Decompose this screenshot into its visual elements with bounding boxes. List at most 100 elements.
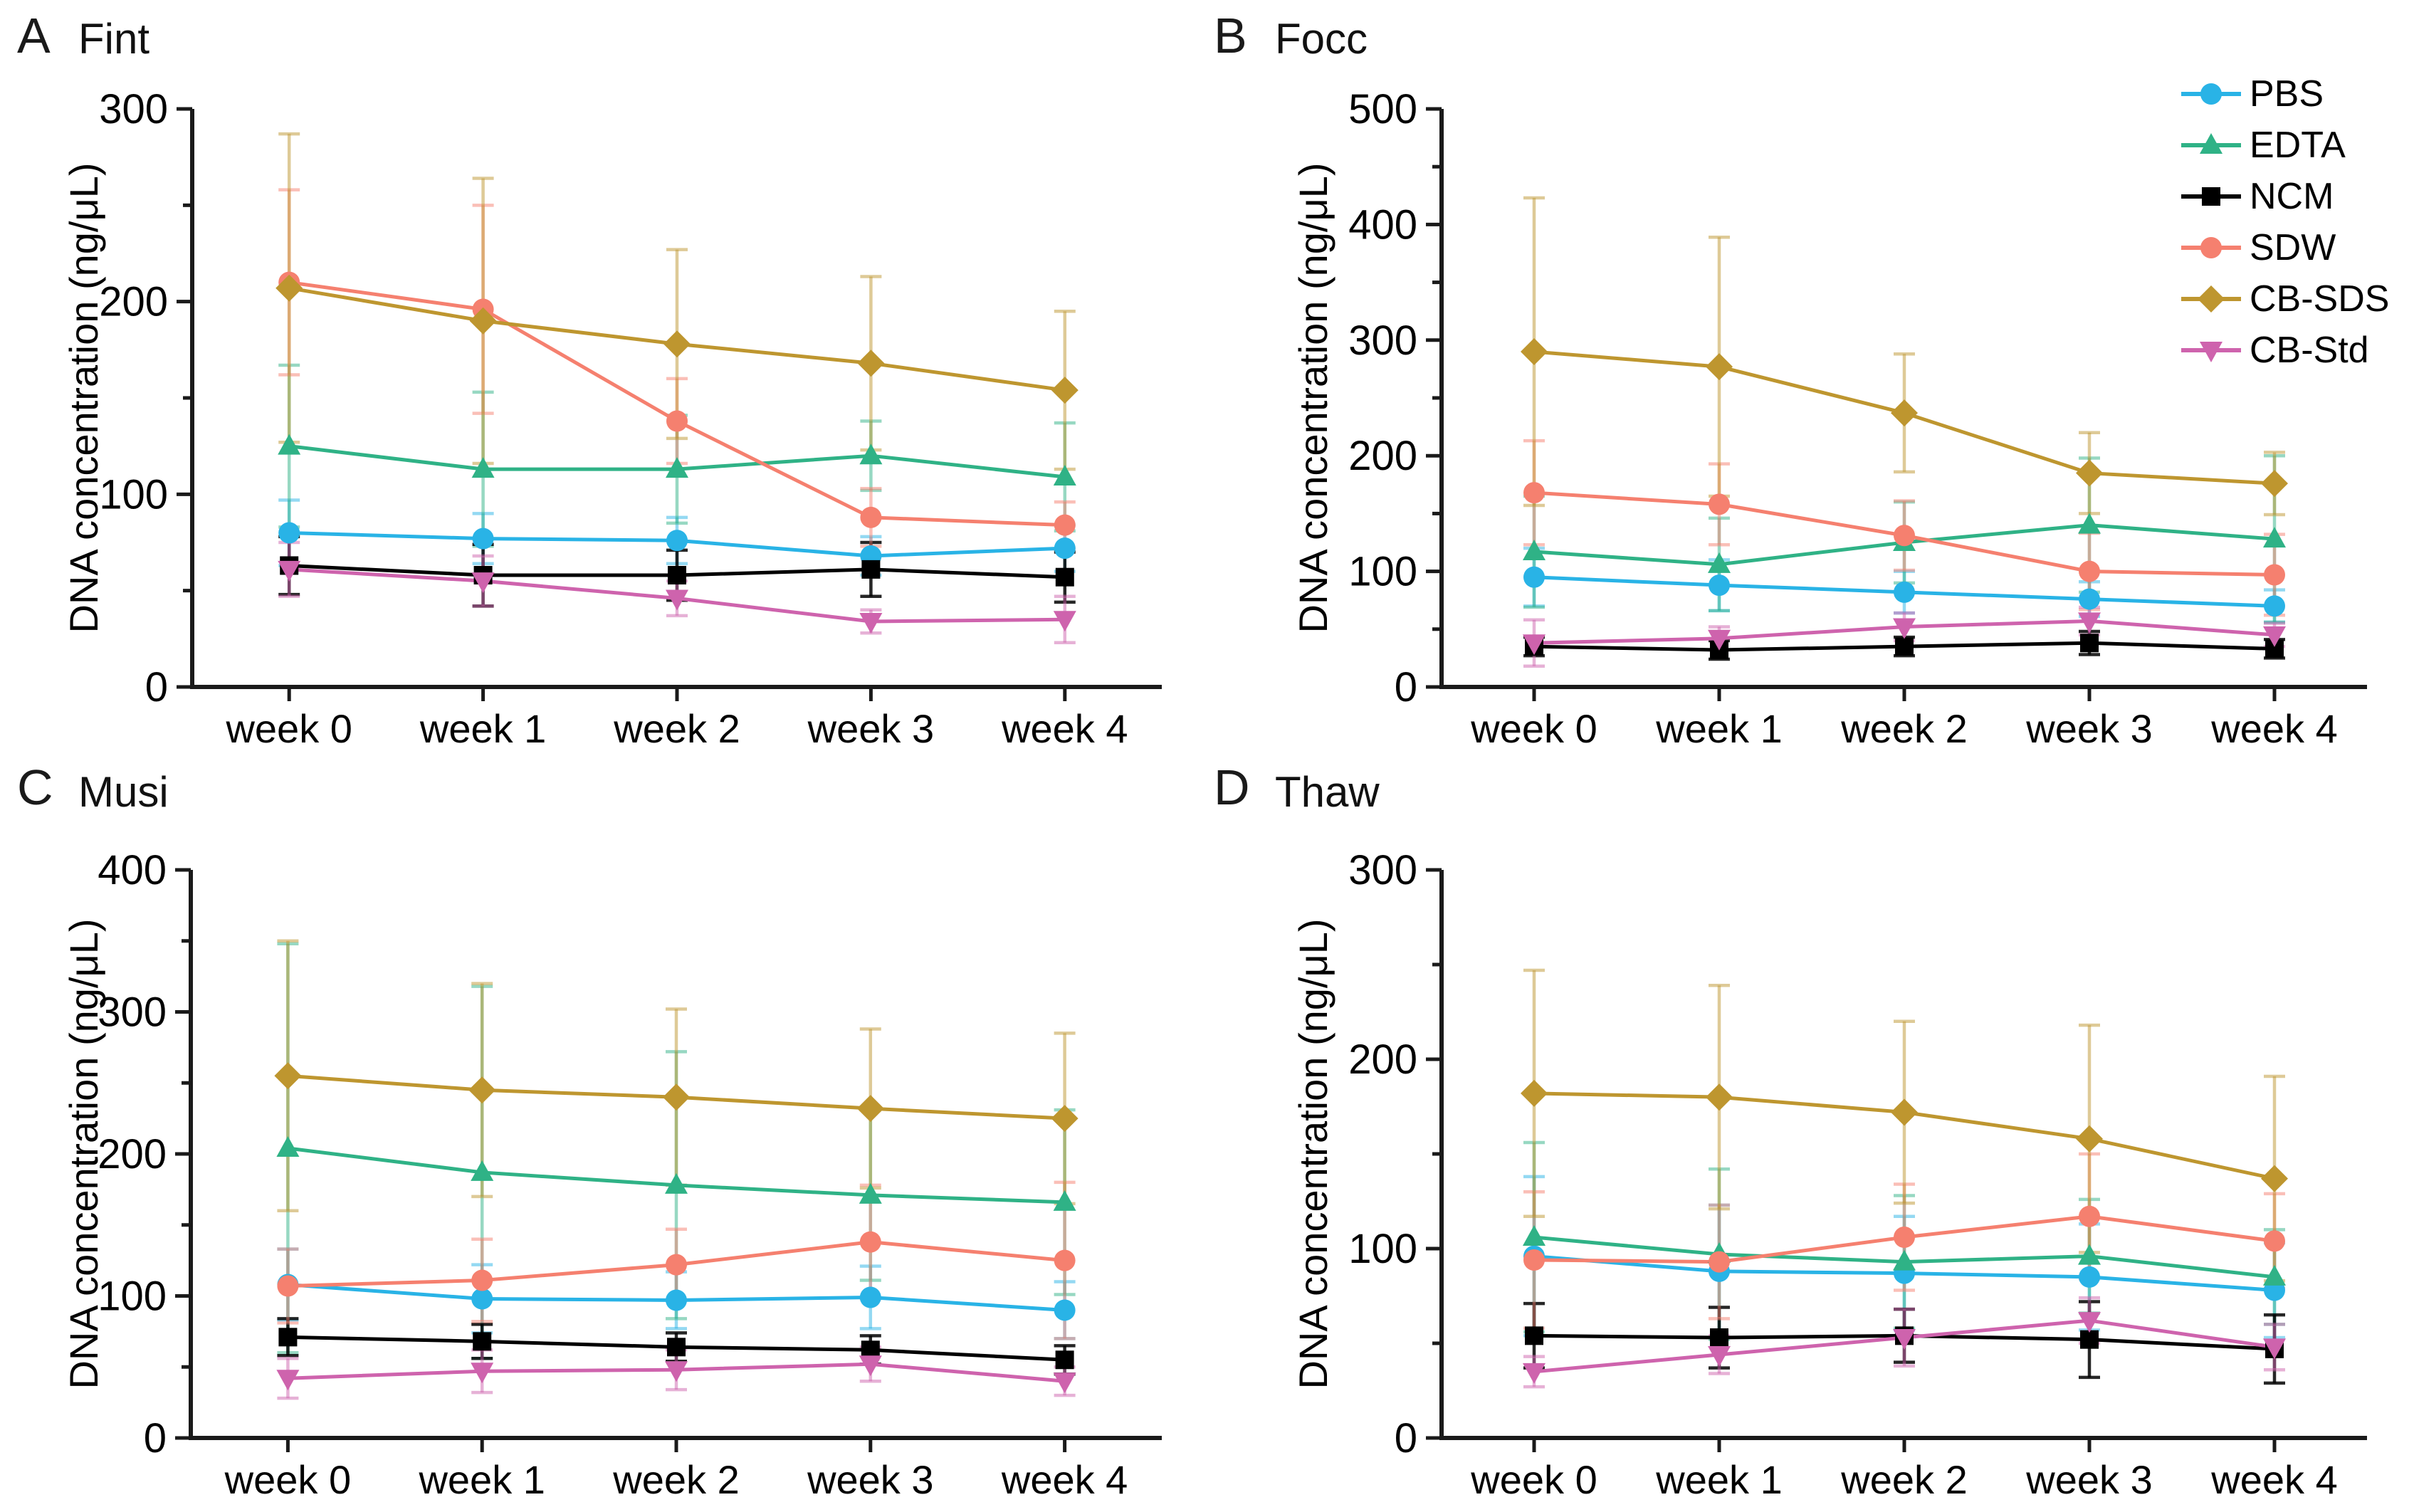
marker-CB-SDS-w0 bbox=[1521, 338, 1548, 366]
marker-SDW-w4 bbox=[2264, 564, 2285, 586]
y-tick-label: 200 bbox=[98, 1131, 167, 1177]
legend-marker-circle-icon bbox=[2181, 237, 2241, 258]
marker-SDW-w0 bbox=[277, 1275, 299, 1297]
marker-NCM-w2 bbox=[668, 566, 686, 585]
x-tick-label: week 2 bbox=[612, 1457, 739, 1502]
x-tick-label: week 1 bbox=[418, 1457, 545, 1502]
x-tick-label: week 0 bbox=[1470, 1457, 1597, 1502]
marker-CB-SDS-w3 bbox=[2076, 1125, 2103, 1153]
x-tick-label: week 1 bbox=[419, 706, 546, 751]
legend-item-PBS: PBS bbox=[2178, 68, 2389, 120]
marker-SDW-w2 bbox=[666, 1254, 687, 1276]
chart-B-plot: 0 100 200 300 400 500 week 0 week 1 week 2 week 3… bbox=[1348, 86, 2367, 751]
marker-CB-SDS-w1 bbox=[468, 1076, 496, 1104]
y-tick-label: 100 bbox=[1348, 1226, 1417, 1272]
marker-CB-SDS-w0 bbox=[274, 1062, 302, 1090]
marker-PBS-w3 bbox=[2079, 588, 2100, 610]
y-tick-label: 300 bbox=[1348, 317, 1417, 364]
legend-glyph-SDW bbox=[2200, 237, 2222, 258]
marker-PBS-w4 bbox=[2264, 595, 2285, 617]
marker-EDTA-w0 bbox=[276, 1136, 300, 1157]
marker-EDTA-w0 bbox=[1523, 539, 1546, 560]
x-tick-label: week 4 bbox=[2210, 706, 2337, 751]
panel-title-musi: Musi bbox=[78, 768, 169, 816]
marker-SDW-w2 bbox=[666, 410, 688, 432]
marker-PBS-w0 bbox=[278, 522, 300, 544]
marker-CB-Std-w2 bbox=[1893, 618, 1916, 639]
legend-glyph-CB-SDS bbox=[2198, 285, 2225, 313]
marker-CB-Std-w4 bbox=[1053, 611, 1076, 632]
legend: PBS EDTA NCM SDW CB-SDS CB-Std bbox=[2178, 68, 2389, 376]
marker-CB-SDS-w1 bbox=[1706, 1083, 1733, 1111]
marker-CB-SDS-w2 bbox=[663, 330, 691, 358]
legend-label: NCM bbox=[2250, 176, 2334, 217]
legend-item-NCM: NCM bbox=[2178, 171, 2389, 222]
marker-EDTA-w2 bbox=[665, 1172, 688, 1194]
marker-PBS-w4 bbox=[1054, 1299, 1076, 1321]
panel-B: B Focc DNA concentration (ng/μL) 0 100 200… bbox=[1207, 0, 2413, 756]
marker-NCM-w2 bbox=[1895, 637, 1914, 656]
legend-marker-diamond-icon bbox=[2181, 285, 2241, 313]
legend-label: PBS bbox=[2250, 73, 2324, 115]
marker-NCM-w3 bbox=[2080, 634, 2099, 653]
marker-PBS-w1 bbox=[471, 1288, 493, 1310]
y-tick-label: 0 bbox=[1395, 664, 1417, 710]
y-tick-label: 100 bbox=[98, 1274, 167, 1320]
marker-CB-Std-w1 bbox=[471, 1363, 494, 1384]
panel-C: C Musi DNA concentration (ng/μL) 0 100 200… bbox=[0, 756, 1207, 1512]
marker-SDW-w1 bbox=[471, 1269, 493, 1291]
chart-D-plot: 0 100 200 300 week 0 week 1 week 2 week 3 week 4 bbox=[1348, 847, 2367, 1502]
marker-CB-Std-w2 bbox=[1893, 1329, 1916, 1350]
marker-CB-Std-w3 bbox=[2078, 1312, 2101, 1333]
marker-PBS-w4 bbox=[1054, 537, 1076, 560]
legend-item-CB-SDS: CB-SDS bbox=[2178, 273, 2389, 325]
marker-CB-SDS-w3 bbox=[856, 1095, 884, 1123]
marker-CB-Std-w2 bbox=[665, 1361, 688, 1382]
panel-title-focc: Focc bbox=[1275, 15, 1368, 63]
legend-item-EDTA: EDTA bbox=[2178, 120, 2389, 171]
marker-CB-SDS-w0 bbox=[275, 274, 303, 302]
marker-CB-Std-w3 bbox=[859, 1355, 882, 1377]
marker-NCM-w3 bbox=[2080, 1330, 2099, 1349]
x-tick-label: week 1 bbox=[1655, 706, 1782, 751]
x-tick-label: week 1 bbox=[1655, 1457, 1782, 1502]
legend-label: EDTA bbox=[2250, 125, 2346, 166]
marker-CB-Std-w1 bbox=[1708, 1345, 1731, 1367]
x-tick-label: week 2 bbox=[613, 706, 740, 751]
legend-glyph-CB-Std bbox=[2200, 342, 2223, 362]
chart-A-plot: 0 100 200 300 week 0 week 1 week 2 week 3 week 4 bbox=[99, 86, 1162, 751]
marker-CB-Std-w0 bbox=[276, 1370, 300, 1391]
marker-PBS-w1 bbox=[472, 527, 494, 550]
chart-C-plot: 0 100 200 300 400 week 0 week 1 week 2 week 3 wee… bbox=[98, 847, 1162, 1502]
marker-CB-Std-w1 bbox=[1708, 629, 1731, 651]
marker-PBS-w2 bbox=[666, 530, 688, 552]
marker-CB-Std-w0 bbox=[1523, 634, 1546, 656]
marker-SDW-w2 bbox=[1894, 525, 1915, 547]
legend-marker-circle-icon bbox=[2181, 83, 2241, 105]
error-bars-CB-SDS bbox=[277, 939, 1076, 1213]
y-tick-label: 100 bbox=[99, 471, 168, 518]
error-bars-CB-SDS bbox=[1523, 196, 2285, 517]
y-tick-label: 200 bbox=[1348, 1036, 1417, 1083]
y-tick-label: 0 bbox=[144, 1415, 167, 1461]
y-tick-label: 500 bbox=[1348, 86, 1417, 132]
marker-PBS-w3 bbox=[2079, 1266, 2100, 1288]
legend-glyph-NCM bbox=[2202, 187, 2220, 206]
marker-NCM-w1 bbox=[473, 1332, 492, 1351]
x-tick-label: week 4 bbox=[2210, 1457, 2337, 1502]
legend-marker-square-icon bbox=[2181, 187, 2241, 206]
legend-item-SDW: SDW bbox=[2178, 222, 2389, 273]
legend-label: CB-Std bbox=[2250, 330, 2369, 371]
legend-glyph-PBS bbox=[2200, 83, 2222, 105]
marker-CB-Std-w0 bbox=[1523, 1363, 1546, 1384]
marker-CB-SDS-w2 bbox=[663, 1083, 690, 1111]
marker-SDW-w2 bbox=[1894, 1227, 1915, 1249]
y-tick-label: 0 bbox=[1395, 1415, 1417, 1461]
marker-EDTA-w3 bbox=[2078, 513, 2101, 534]
marker-SDW-w3 bbox=[859, 1231, 881, 1253]
marker-CB-Std-w1 bbox=[471, 572, 495, 594]
marker-NCM-w3 bbox=[861, 560, 881, 579]
marker-SDW-w0 bbox=[1523, 1249, 1545, 1271]
marker-SDW-w3 bbox=[2079, 560, 2100, 582]
y-tick-label: 300 bbox=[98, 989, 167, 1036]
